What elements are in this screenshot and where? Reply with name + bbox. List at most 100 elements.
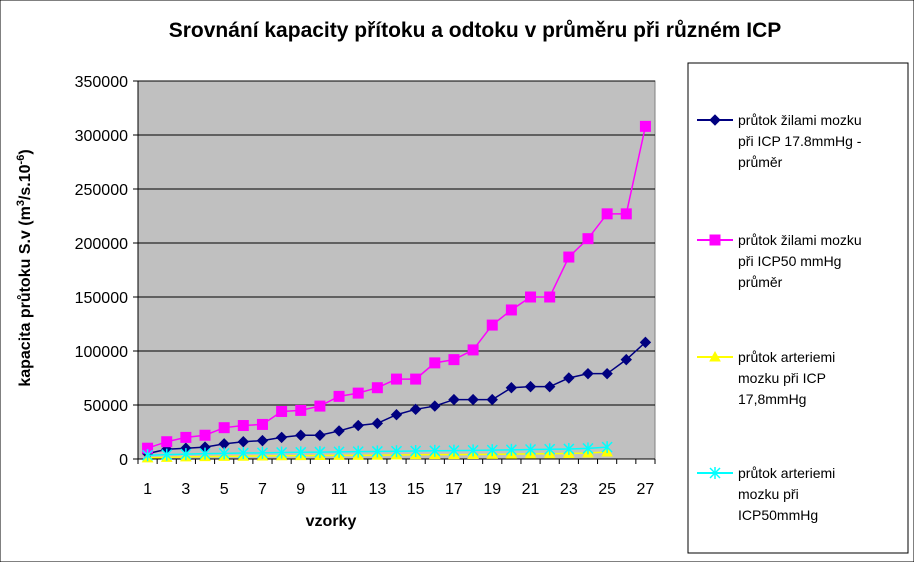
data-point xyxy=(505,443,517,456)
data-point xyxy=(276,446,288,459)
data-point xyxy=(448,393,460,406)
data-point xyxy=(295,404,307,416)
data-point xyxy=(410,445,422,458)
x-tick-label: 27 xyxy=(637,481,655,498)
data-point xyxy=(180,448,192,461)
data-point xyxy=(352,419,364,432)
data-point xyxy=(543,380,556,393)
x-tick-label: 21 xyxy=(522,481,540,498)
legend-box xyxy=(687,62,909,554)
data-point xyxy=(601,208,613,220)
data-point xyxy=(371,417,384,430)
data-point xyxy=(295,429,307,441)
data-point xyxy=(314,446,326,459)
data-point xyxy=(467,393,479,406)
data-point xyxy=(333,445,345,458)
legend-label: 17,8mmHg xyxy=(738,391,806,407)
data-point xyxy=(390,409,403,421)
data-point xyxy=(563,251,575,263)
data-point xyxy=(161,448,173,461)
x-axis-label: vzorky xyxy=(306,513,357,530)
data-point xyxy=(563,442,575,455)
data-point xyxy=(352,387,364,399)
y-tick-label: 300000 xyxy=(75,128,128,145)
data-point xyxy=(467,444,479,457)
legend-label: průtok žilami mozku xyxy=(738,112,862,128)
data-point xyxy=(448,444,460,457)
data-point xyxy=(639,336,652,349)
legend-label: průměr xyxy=(738,274,783,290)
legend-label: při ICP50 mmHg xyxy=(738,253,841,269)
y-tick-label: 250000 xyxy=(75,182,128,199)
data-point xyxy=(486,444,498,457)
data-point xyxy=(161,436,173,448)
data-point xyxy=(620,353,632,366)
y-axis-label-end: ) xyxy=(17,149,34,154)
data-point xyxy=(199,429,211,441)
series-1 xyxy=(141,336,652,460)
legend-item-3: průtok arteriemi mozku při ICP 17,8mmHg xyxy=(697,349,835,407)
data-point xyxy=(142,449,154,462)
data-point xyxy=(256,418,268,430)
data-point xyxy=(429,444,441,457)
x-tick-label: 15 xyxy=(407,481,425,498)
data-point xyxy=(486,319,498,331)
chart-title: Srovnání kapacity přítoku a odtoku v prů… xyxy=(169,19,782,42)
y-axis-label-sup2: -6 xyxy=(15,155,27,165)
data-point xyxy=(582,367,594,380)
data-point xyxy=(371,445,383,458)
data-point xyxy=(601,441,613,454)
data-point xyxy=(256,446,268,459)
data-point xyxy=(582,233,594,245)
axes-group: 0 50000 100000 150000 200000 250000 300000 3500… xyxy=(75,74,656,498)
x-tick-label: 9 xyxy=(296,481,305,498)
data-point xyxy=(371,382,383,394)
data-point xyxy=(525,291,537,303)
data-point xyxy=(199,447,211,460)
x-tick-label: 19 xyxy=(483,481,501,498)
data-point xyxy=(505,382,518,394)
data-point xyxy=(620,208,632,220)
series-4 xyxy=(142,441,613,462)
data-point xyxy=(390,445,403,458)
x-tick-label: 3 xyxy=(181,481,190,498)
legend-label: průtok arteriemi xyxy=(738,349,835,365)
legend: průtok žilami mozku při ICP 17.8mmHg - prů… xyxy=(687,62,909,554)
plot-area-group xyxy=(137,80,656,460)
data-point xyxy=(314,429,326,441)
y-tick-label: 0 xyxy=(119,452,128,469)
data-point xyxy=(544,291,556,303)
data-point xyxy=(563,372,575,384)
legend-marker xyxy=(709,350,721,362)
data-point xyxy=(180,431,192,443)
plot-area xyxy=(137,80,656,460)
legend-label: průtok arteriemi xyxy=(738,465,835,481)
x-tick-label: 1 xyxy=(143,481,152,498)
data-point xyxy=(276,405,288,417)
data-point xyxy=(448,354,460,366)
legend-label: ICP50mmHg xyxy=(738,507,818,523)
data-point xyxy=(409,403,422,416)
data-point xyxy=(218,447,230,460)
data-point xyxy=(544,443,556,456)
data-point xyxy=(237,420,249,432)
series-group xyxy=(141,120,652,463)
data-point xyxy=(601,367,613,380)
data-point xyxy=(486,393,498,406)
legend-label: mozku při xyxy=(738,486,799,502)
legend-item-4: průtok arteriemi mozku při ICP50mmHg xyxy=(697,465,835,523)
legend-item-1: průtok žilami mozku při ICP 17.8mmHg - prů… xyxy=(697,112,862,170)
data-point xyxy=(582,442,594,455)
data-point xyxy=(524,380,537,393)
data-point xyxy=(505,304,517,316)
data-point xyxy=(429,400,441,412)
data-point xyxy=(295,446,307,459)
data-point xyxy=(525,443,537,456)
y-tick-label: 200000 xyxy=(75,236,128,253)
legend-marker xyxy=(709,114,721,126)
data-point xyxy=(391,373,402,385)
data-point xyxy=(467,344,479,356)
series-2 xyxy=(142,120,651,454)
